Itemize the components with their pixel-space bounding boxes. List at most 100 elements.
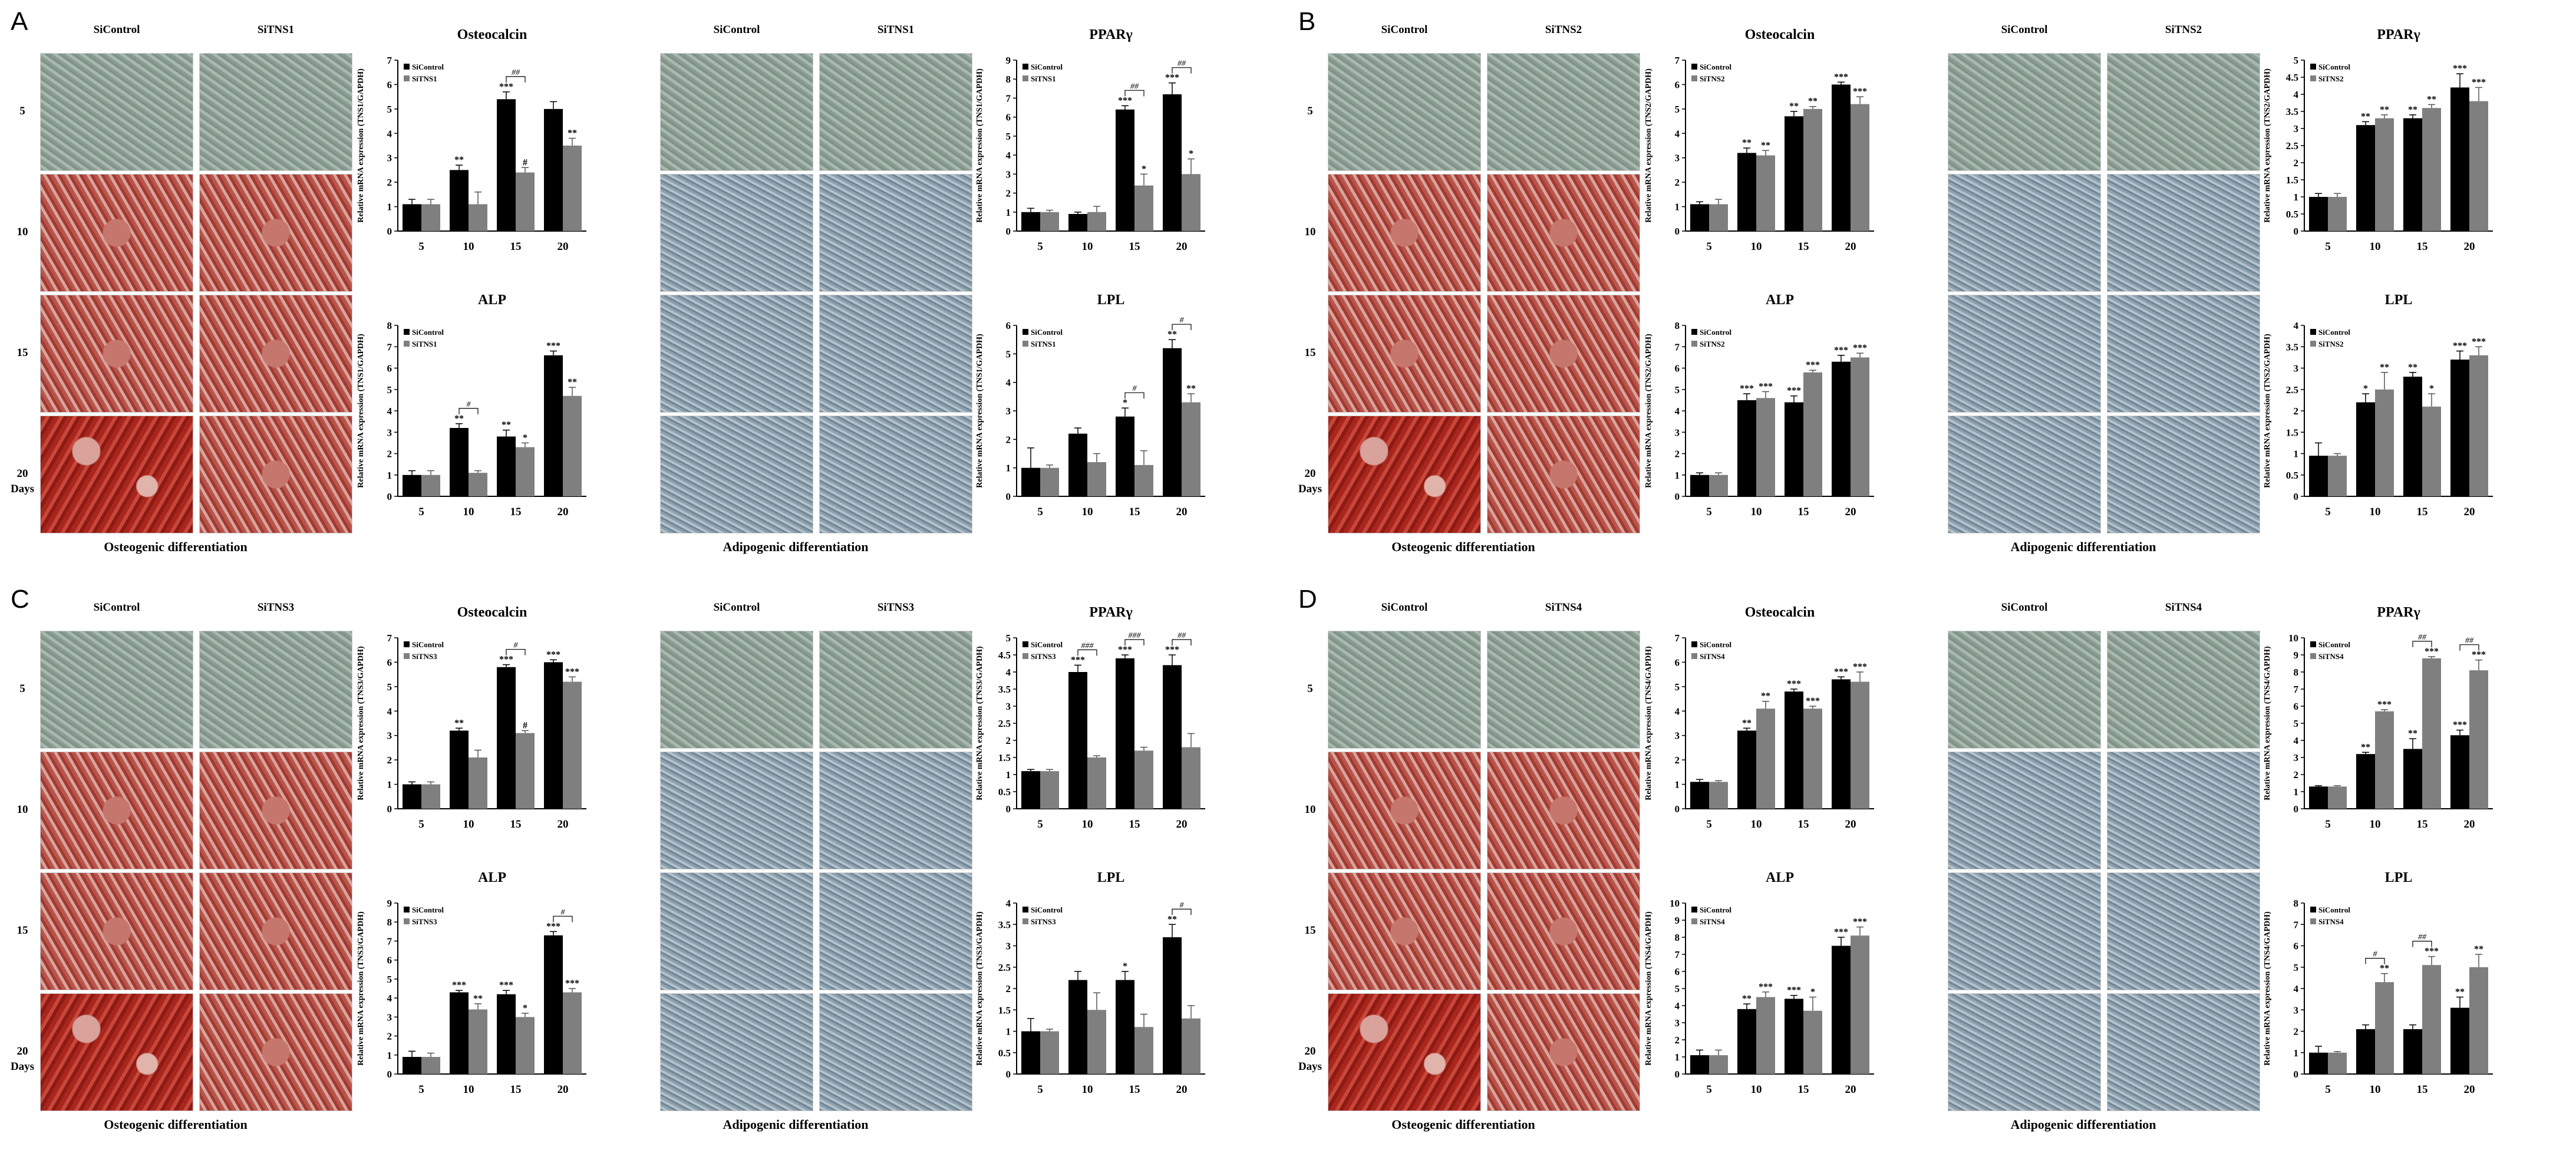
significance-bracket [1172,324,1192,331]
x-tick-label: 20 [1176,506,1188,518]
adipo-micrograph-knockdown-day20 [819,416,972,533]
chart-title: ALP [1766,292,1794,308]
significance-label: ** [454,414,464,424]
chart-title: LPL [1097,870,1125,885]
osteo-micrograph-control-day15 [40,872,193,990]
x-tick-label: 10 [1082,1083,1093,1096]
adipo-bar-chart: PPARγ Relative mRNA expression (TNS4/GAPD… [2263,605,2493,831]
y-tick-label: 1.5 [2286,174,2298,186]
bar-control [1116,109,1134,231]
legend-swatch [1691,64,1697,70]
day-number: 15 [17,347,28,359]
bar-knockdown [469,473,487,496]
y-tick-label: 9 [1006,55,1011,66]
y-tick-label: 2.5 [2286,140,2298,151]
x-tick-label: 20 [558,506,569,518]
adipo-bar-chart: LPL Relative mRNA expression (TNS2/GAPDH)… [2263,292,2493,518]
y-tick-label: 3 [1006,406,1011,417]
y-tick-label: 1.5 [998,752,1011,763]
x-tick-label: 20 [1845,818,1856,831]
x-tick-label: 15 [2417,1083,2428,1096]
bracket-label: # [1133,384,1137,393]
y-tick-label: 5 [1006,348,1011,360]
significance-label: * [1123,961,1127,971]
bar-control [1116,416,1134,496]
significance-label: # [523,157,527,167]
osteo-micrograph-knockdown-day5 [1487,53,1640,171]
significance-bracket [1124,392,1144,399]
osteo-micrograph-knockdown-day20 [199,993,352,1111]
adipo-micrograph-control-day20 [1948,416,2101,533]
y-axis-label: Relative mRNA expression (TNS4/GAPDH) [1644,646,1653,800]
bracket-label: ## [1177,60,1186,68]
bar-control [2450,735,2469,809]
bar-knockdown [516,172,535,231]
significance-bracket [2365,958,2385,964]
x-tick-label: 5 [418,241,424,253]
y-tick-label: 2 [2294,157,2299,169]
y-tick-label: 4 [387,706,392,717]
adipo-control-header: SiControl [713,601,760,614]
osteo-micrograph-knockdown-day20 [199,416,352,533]
osteo-micrograph-control-day5 [1328,631,1481,749]
bar-control [1690,475,1709,496]
bar-control [497,994,516,1074]
bar-knockdown [1182,1018,1200,1074]
bar-knockdown [1134,465,1153,496]
legend-swatch [2310,641,2316,647]
bar-control [544,935,563,1074]
significance-bracket [459,408,479,414]
bar-knockdown [2328,197,2347,231]
y-tick-label: 2 [1006,983,1011,994]
x-tick-label: 15 [1798,1083,1809,1096]
legend-swatch [1691,641,1697,647]
y-tick-label: 1 [1006,1026,1011,1037]
legend-label: SiControl [1700,62,1731,71]
x-tick-label: 20 [2464,241,2475,253]
significance-label: * [1189,149,1193,159]
osteo-bar-chart: Osteocalcin Relative mRNA expression (TNS… [1644,27,1874,253]
y-tick-label: 10 [2288,632,2298,644]
bar-knockdown [1803,709,1822,809]
x-tick-label: 15 [510,818,522,831]
osteo-knockdown-header: SiTNS2 [1545,24,1582,36]
bar-control [403,475,421,496]
legend-swatch [2310,653,2316,659]
chart-title: PPARγ [2377,27,2420,42]
osteo-micrograph-control-day10 [40,752,193,869]
significance-bracket [1077,649,1097,656]
significance-label: * [2363,384,2368,394]
adipo-control-header: SiControl [713,24,760,36]
bar-knockdown [2422,658,2441,809]
significance-label: ** [2380,363,2389,373]
y-tick-label: 2 [1675,177,1680,188]
legend-swatch [404,641,410,647]
osteo-bar-chart: ALP Relative mRNA expression (TNS1/GAPDH)… [357,292,586,518]
bar-control [2309,786,2328,809]
bar-control [1021,1031,1040,1074]
y-tick-label: 3.5 [2286,106,2298,117]
adipo-micrograph-control-day20 [660,993,813,1111]
significance-label: * [1142,164,1146,174]
osteo-micrograph-knockdown-day15 [1487,295,1640,413]
y-tick-label: 3 [2294,1004,2299,1016]
chart-title: PPARγ [2377,605,2420,620]
legend-label: SiControl [1700,905,1731,914]
y-tick-label: 3 [2294,363,2299,374]
adipo-caption: Adipogenic differentiation [723,1117,869,1132]
significance-label: ** [1186,384,1196,394]
osteo-micrograph-control-day5 [1328,53,1481,171]
significance-label: *** [2377,700,2392,710]
bar-knockdown [469,757,487,809]
legend-swatch [1691,918,1697,924]
y-tick-label: 8 [1675,932,1680,943]
chart-title: LPL [2385,292,2413,308]
y-tick-label: 9 [1675,915,1680,926]
legend-label: SiTNS4 [1700,917,1725,926]
x-tick-label: 5 [418,506,424,518]
osteo-bar-chart: Osteocalcin Relative mRNA expression (TNS… [357,27,586,253]
bar-knockdown [563,681,582,809]
y-tick-label: 2 [1675,755,1680,766]
adipo-micrograph-control-day15 [660,295,813,413]
bar-control [450,428,469,496]
